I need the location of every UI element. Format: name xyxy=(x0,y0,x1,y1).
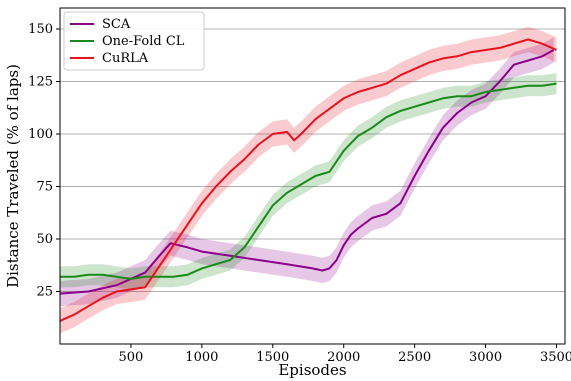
y-tick-label: 50 xyxy=(36,232,53,247)
x-tick-label: 500 xyxy=(119,350,144,365)
x-tick-label: 2000 xyxy=(327,350,360,365)
legend: SCA One-Fold CL CuRLA xyxy=(63,11,205,71)
y-tick-label: 150 xyxy=(28,22,53,37)
y-axis-label: Distance Traveled (% of laps) xyxy=(4,64,22,288)
legend-box xyxy=(63,11,205,71)
legend-label: CuRLA xyxy=(102,51,149,66)
series-band-0 xyxy=(60,37,554,307)
x-axis-label: Episodes xyxy=(278,361,346,379)
y-tick-label: 125 xyxy=(28,75,53,90)
x-tick-label: 3500 xyxy=(540,350,571,365)
series-line-1 xyxy=(60,82,557,280)
x-tick-label: 1000 xyxy=(185,350,218,365)
x-tick-label: 3000 xyxy=(469,350,502,365)
series-band-2 xyxy=(60,26,557,334)
y-tick-label: 25 xyxy=(36,285,53,300)
x-tick-label: 2500 xyxy=(398,350,431,365)
series-line-2 xyxy=(59,38,557,322)
y-tick-label: 100 xyxy=(28,127,53,142)
legend-label: SCA xyxy=(102,17,131,32)
y-tick-label: 75 xyxy=(36,180,53,195)
legend-label: One-Fold CL xyxy=(102,34,185,49)
plot-frame xyxy=(59,7,566,345)
x-tick-label: 1500 xyxy=(256,350,289,365)
plot-area: 25 50 75 100 125 150 500 1000 1500 2000 2500 3000 35… xyxy=(28,7,571,365)
